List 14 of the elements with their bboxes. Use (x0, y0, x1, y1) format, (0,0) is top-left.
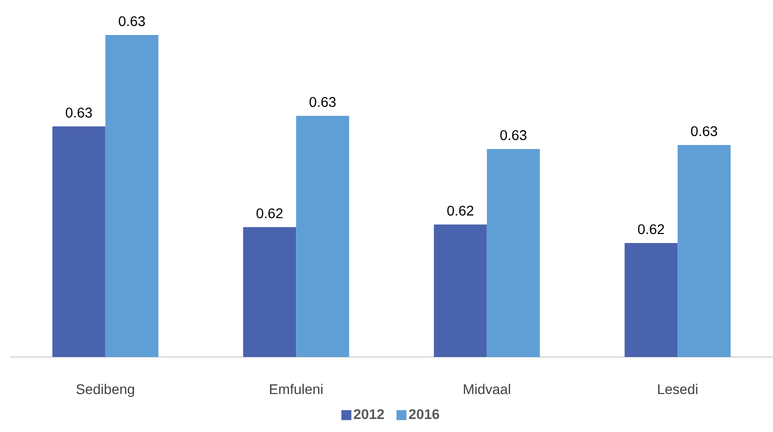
legend-label: 2012 (354, 409, 384, 420)
data-label: 0.63 (310, 97, 336, 107)
x-tick-label: Emfuleni (270, 384, 322, 394)
data-label: 0.63 (118, 16, 145, 26)
legend-label: 2016 (408, 409, 440, 420)
data-label: 0.62 (256, 208, 283, 218)
x-tick-label: Lesedi (658, 384, 698, 394)
x-tick-label: Midvaal (464, 384, 510, 394)
data-label: 0.63 (691, 126, 718, 136)
data-label: 0.62 (638, 224, 664, 234)
data-label: 0.62 (447, 206, 474, 216)
data-label: 0.63 (500, 130, 526, 140)
x-tick-label: Sedibeng (76, 384, 134, 397)
data-label: 0.63 (66, 108, 92, 118)
